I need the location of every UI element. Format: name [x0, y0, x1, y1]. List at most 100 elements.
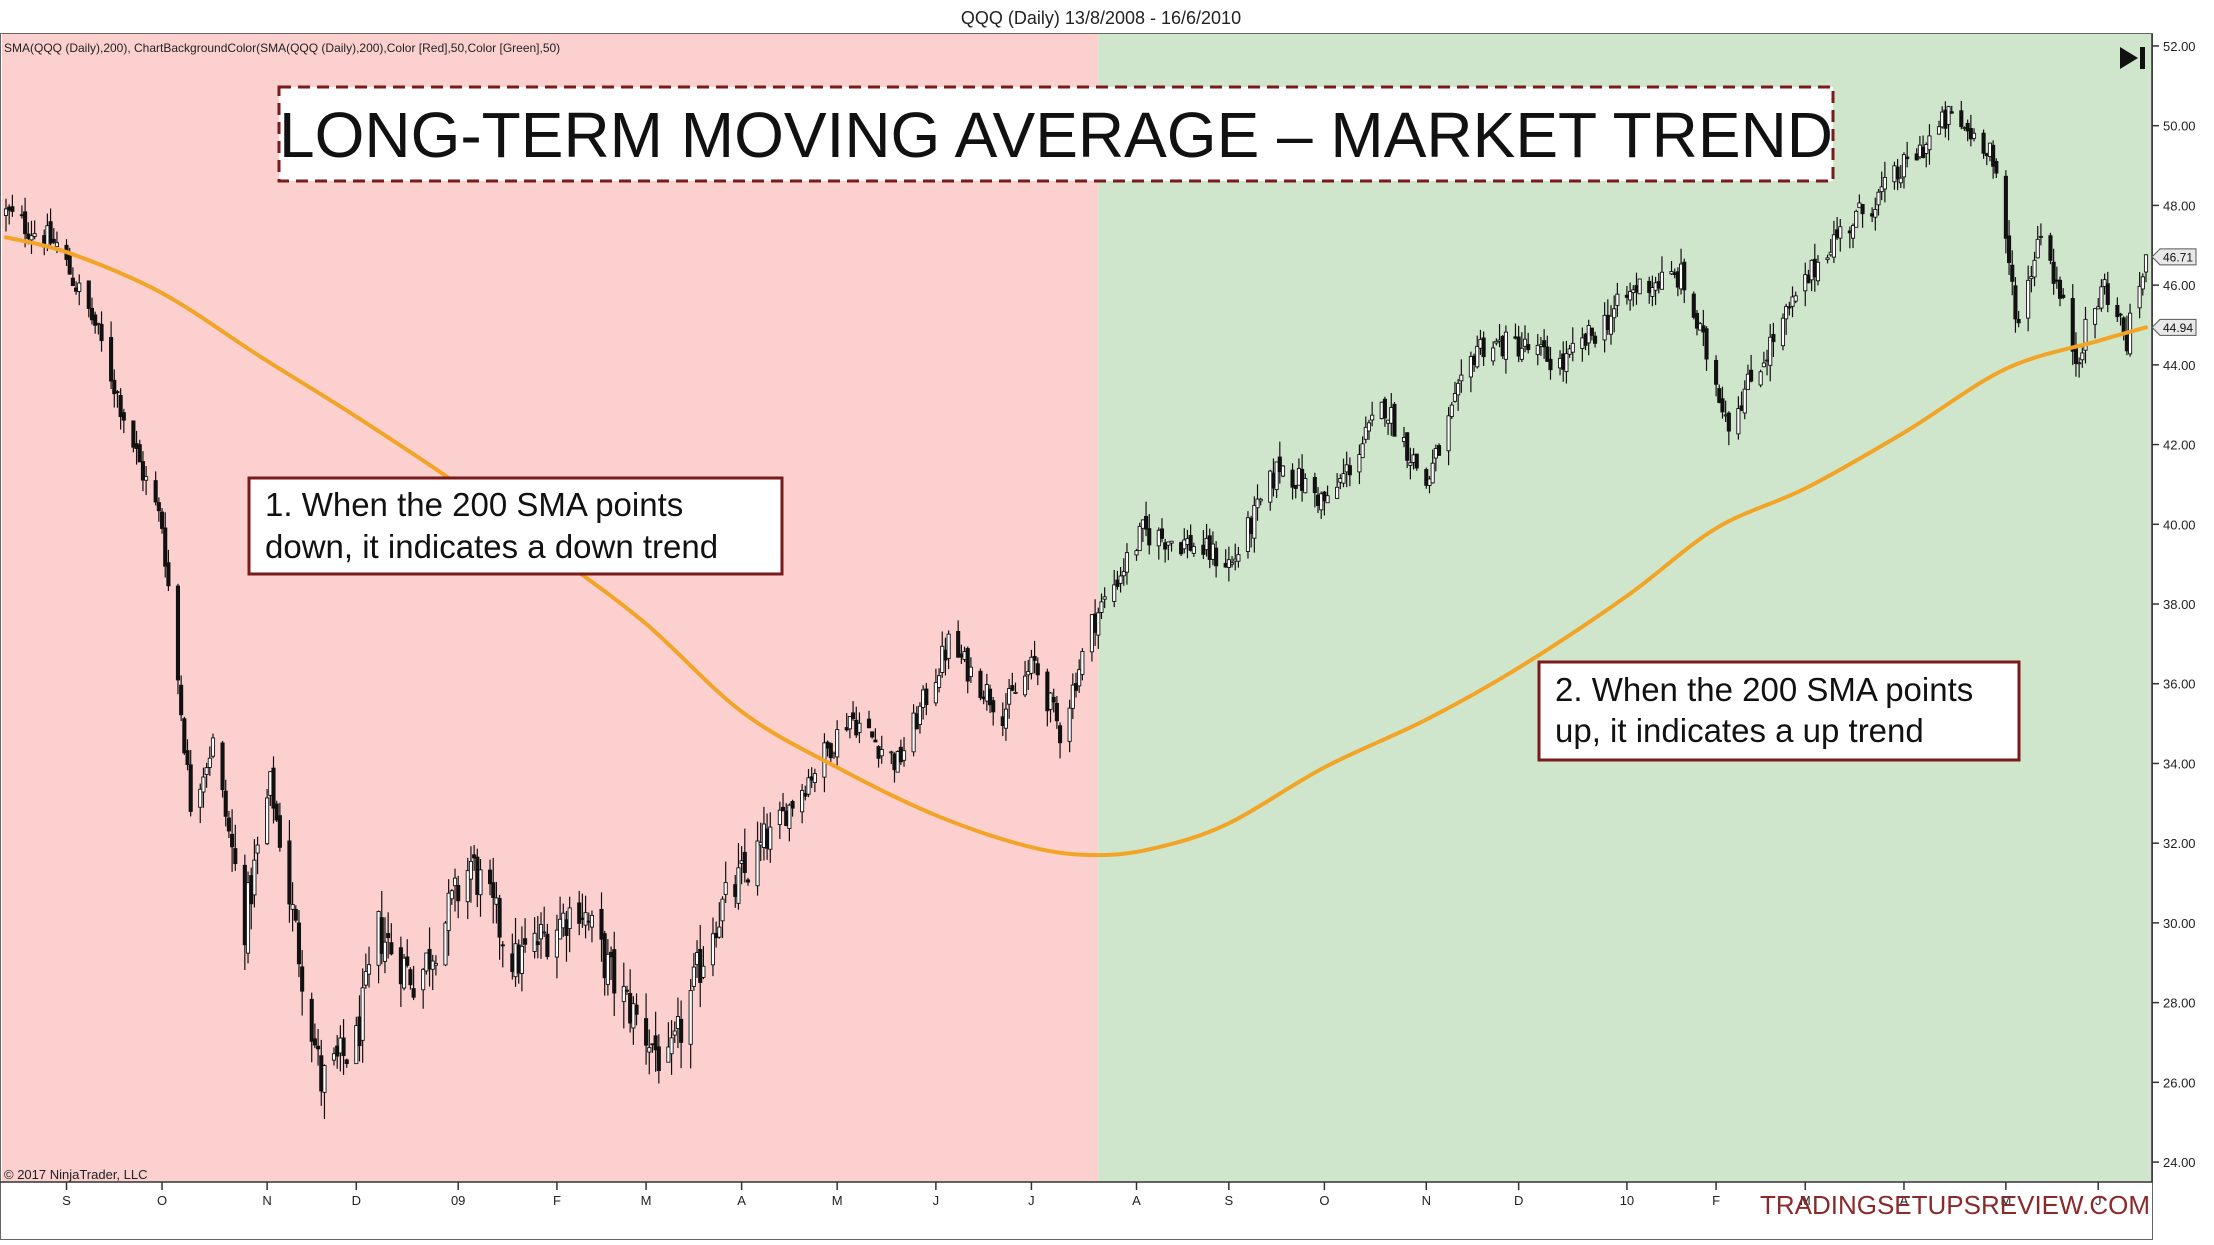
- candle: [1007, 679, 1012, 719]
- candle: [115, 390, 120, 408]
- candle: [1341, 458, 1346, 488]
- candle: [491, 857, 496, 924]
- candle: [300, 950, 305, 1016]
- candle: [287, 820, 292, 923]
- candle: [402, 954, 407, 991]
- candle: [933, 668, 938, 707]
- candle: [1608, 305, 1614, 345]
- annotation-box-2: [1537, 660, 2021, 762]
- candle: [656, 1034, 661, 1084]
- candle: [742, 828, 747, 883]
- candle: [2007, 220, 2012, 275]
- candle: [965, 646, 970, 694]
- candle: [29, 220, 34, 254]
- candle: [309, 992, 314, 1063]
- scroll-to-end-icon[interactable]: [2116, 44, 2150, 72]
- candle: [2048, 232, 2053, 265]
- candle: [2092, 308, 2098, 339]
- price-marker-sma: 44.94: [2151, 318, 2197, 336]
- y-tick-label: 24.00: [2163, 1155, 2196, 1170]
- candle: [96, 322, 101, 335]
- svg-text:46.71: 46.71: [2163, 250, 2193, 264]
- candle: [121, 408, 126, 434]
- candle: [1245, 511, 1251, 559]
- candle: [1494, 338, 1499, 346]
- candle: [1335, 473, 1340, 499]
- candle: [1405, 432, 1410, 469]
- candle: [1612, 295, 1617, 333]
- candle: [1793, 291, 1798, 304]
- candle: [89, 297, 95, 325]
- candle: [77, 274, 82, 306]
- candle: [10, 194, 15, 217]
- candle: [1159, 518, 1165, 543]
- y-tick-label: 46.00: [2163, 278, 2196, 293]
- y-tick-label: 44.00: [2163, 358, 2196, 373]
- candle: [968, 657, 973, 683]
- candle: [48, 208, 53, 249]
- candle: [519, 926, 524, 992]
- candle: [2099, 279, 2104, 312]
- candle: [2010, 250, 2015, 296]
- candle: [405, 939, 410, 968]
- candle: [1873, 197, 1878, 231]
- candle: [1045, 668, 1050, 727]
- candle: [1290, 463, 1295, 500]
- candle: [701, 946, 706, 980]
- candle: [631, 996, 636, 1045]
- candle: [1280, 465, 1286, 478]
- x-tick-label: J: [2095, 1193, 2102, 1208]
- annotation-1-line-1: 1. When the 200 SMA points: [265, 486, 683, 523]
- candle: [723, 861, 728, 903]
- candle: [1535, 334, 1540, 366]
- uptrend-background: [1098, 34, 2152, 1182]
- candle: [523, 918, 528, 953]
- candle: [1089, 614, 1094, 662]
- candle: [866, 710, 872, 729]
- candle: [851, 701, 856, 721]
- x-tick-label: M: [1800, 1193, 1811, 1208]
- candle: [265, 788, 270, 846]
- candle: [644, 993, 649, 1065]
- candle: [1073, 672, 1079, 698]
- candle: [2140, 273, 2145, 296]
- candle: [1188, 524, 1193, 552]
- candle: [360, 968, 365, 1063]
- candle: [978, 668, 983, 701]
- indicator-label: SMA(QQQ (Daily),200), ChartBackgroundCol…: [4, 41, 560, 55]
- candle: [558, 896, 563, 940]
- candle: [917, 702, 923, 734]
- candle: [1854, 209, 1859, 228]
- candle: [1096, 607, 1101, 649]
- candle: [497, 894, 502, 960]
- candle: [599, 892, 604, 962]
- candle: [137, 439, 142, 463]
- candle: [542, 906, 547, 937]
- candle: [1214, 541, 1219, 578]
- x-tick-label: S: [1225, 1193, 1234, 1208]
- x-tick-label: N: [1422, 1193, 1431, 1208]
- candle: [86, 280, 91, 318]
- candle: [1991, 140, 1996, 179]
- candle: [1749, 354, 1754, 383]
- candle: [389, 923, 394, 956]
- candle: [653, 1011, 658, 1072]
- y-tick-label: 52.00: [2163, 39, 2196, 54]
- candle: [99, 311, 104, 352]
- candle: [2038, 223, 2043, 246]
- sma-200-line: [4, 235, 2148, 858]
- candle: [296, 910, 302, 978]
- candle: [1070, 673, 1075, 720]
- candle: [118, 388, 123, 430]
- candlestick-series: [3, 100, 2149, 1120]
- x-tick-label: A: [737, 1193, 746, 1208]
- candle: [1163, 538, 1168, 563]
- candle: [1312, 472, 1317, 508]
- candle: [828, 742, 833, 763]
- candle: [1481, 331, 1486, 366]
- candle: [1882, 161, 1887, 203]
- candle: [452, 868, 458, 912]
- candle: [427, 927, 432, 987]
- candle: [1545, 335, 1550, 362]
- downtrend-background: [2, 34, 1099, 1182]
